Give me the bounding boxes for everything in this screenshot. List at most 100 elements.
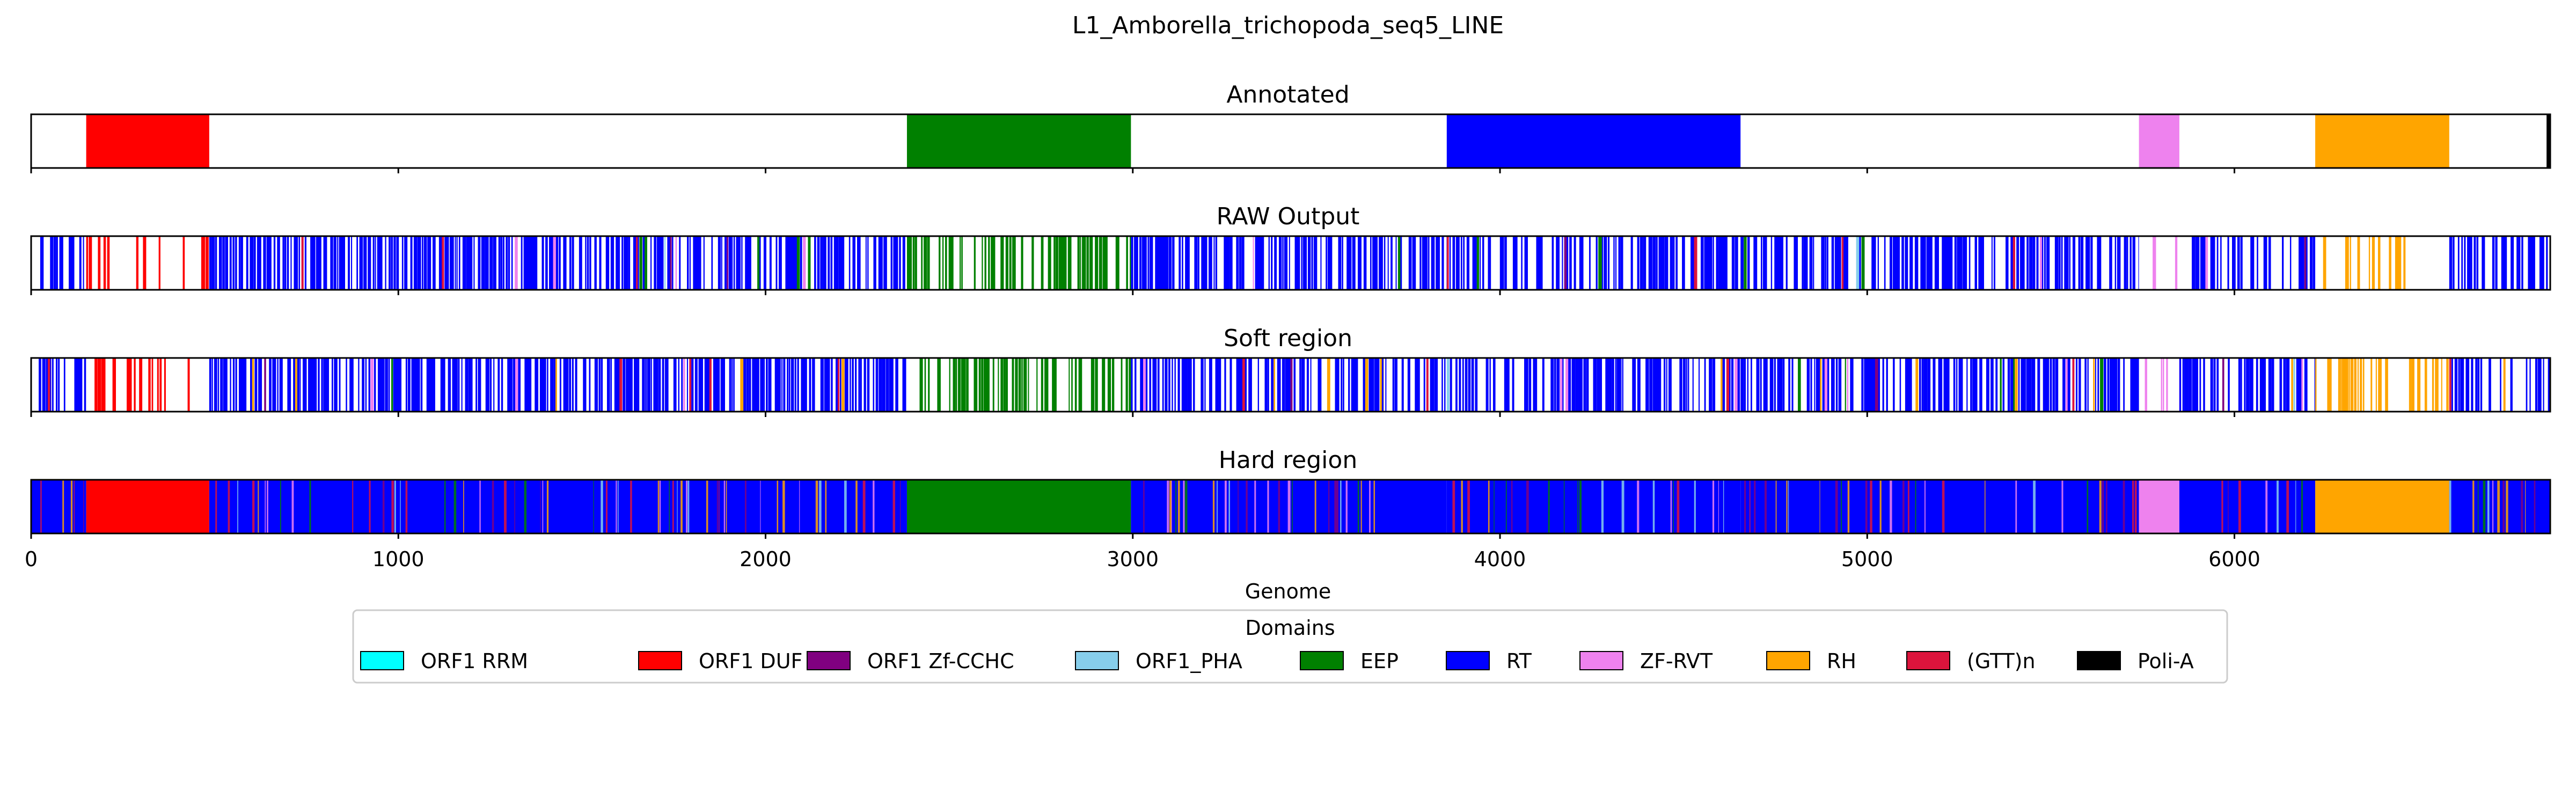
domain-stripe bbox=[1278, 236, 1282, 290]
domain-stripe bbox=[2357, 358, 2359, 412]
domain-stripe bbox=[2109, 358, 2112, 412]
domain-stripe bbox=[759, 236, 761, 290]
domain-stripe bbox=[501, 358, 503, 412]
domain-stripe bbox=[1694, 236, 1697, 290]
domain-stripe bbox=[1816, 358, 1819, 412]
domain-stripe bbox=[2203, 358, 2205, 412]
domain-stripe bbox=[1334, 480, 1337, 533]
domain-stripe bbox=[799, 480, 800, 533]
domain-stripe bbox=[1320, 358, 1322, 412]
domain-stripe bbox=[1948, 358, 1950, 412]
domain-stripe bbox=[1407, 358, 1410, 412]
domain-stripe bbox=[1831, 358, 1835, 412]
domain-stripe bbox=[837, 358, 840, 412]
domain-stripe bbox=[470, 358, 473, 412]
domain-segment bbox=[1446, 114, 1741, 168]
domain-stripe bbox=[295, 358, 298, 412]
domain-stripe bbox=[1185, 236, 1188, 290]
domain-stripe bbox=[2072, 358, 2075, 412]
domain-stripe bbox=[2464, 236, 2466, 290]
domain-segment bbox=[2139, 114, 2179, 168]
domain-stripe bbox=[673, 358, 677, 412]
domain-segment bbox=[906, 480, 1131, 533]
domain-stripe bbox=[70, 480, 73, 533]
domain-stripe bbox=[2213, 358, 2216, 412]
domain-stripe bbox=[1236, 236, 1239, 290]
domain-stripe bbox=[707, 358, 710, 412]
domain-stripe bbox=[830, 236, 833, 290]
domain-stripe bbox=[2253, 236, 2255, 290]
legend-label: RH bbox=[1827, 649, 1856, 673]
domain-stripe bbox=[1450, 358, 1452, 412]
domain-stripe bbox=[1859, 236, 1861, 290]
domain-stripe bbox=[1991, 236, 1993, 290]
domain-stripe bbox=[2543, 358, 2544, 412]
domain-stripe bbox=[1184, 480, 1188, 533]
domain-stripe bbox=[2216, 236, 2219, 290]
domain-stripe bbox=[530, 236, 534, 290]
domain-stripe bbox=[1709, 236, 1713, 290]
domain-stripe bbox=[1015, 358, 1018, 412]
domain-stripe bbox=[1980, 236, 1984, 290]
domain-stripe bbox=[1720, 236, 1722, 290]
domain-stripe bbox=[1165, 358, 1168, 412]
domain-stripe bbox=[865, 236, 867, 290]
domain-stripe bbox=[630, 480, 632, 533]
domain-stripe bbox=[112, 358, 116, 412]
domain-stripe bbox=[2341, 358, 2346, 412]
domain-stripe bbox=[1459, 358, 1461, 412]
domain-stripe bbox=[716, 480, 718, 533]
domain-stripe bbox=[182, 236, 185, 290]
domain-stripe bbox=[1461, 480, 1463, 533]
domain-stripe bbox=[1363, 236, 1367, 290]
domain-stripe bbox=[258, 358, 262, 412]
domain-stripe bbox=[852, 358, 854, 412]
domain-stripe bbox=[518, 358, 521, 412]
domain-stripe bbox=[323, 358, 327, 412]
domain-stripe bbox=[74, 358, 78, 412]
domain-stripe bbox=[1907, 358, 1911, 412]
domain-stripe bbox=[2542, 236, 2544, 290]
domain-stripe bbox=[1416, 358, 1420, 412]
domain-stripe bbox=[638, 358, 640, 412]
domain-stripe bbox=[1972, 358, 1975, 412]
domain-stripe bbox=[1692, 358, 1694, 412]
domain-stripe bbox=[2452, 236, 2455, 290]
domain-segment bbox=[906, 114, 1131, 168]
domain-stripe bbox=[1245, 358, 1247, 412]
domain-stripe bbox=[1274, 358, 1276, 412]
domain-stripe bbox=[1343, 358, 1344, 412]
domain-stripe bbox=[1879, 480, 1882, 533]
domain-stripe bbox=[2188, 358, 2191, 412]
domain-stripe bbox=[2216, 358, 2219, 412]
domain-stripe bbox=[1320, 236, 1322, 290]
domain-stripe bbox=[1694, 480, 1696, 533]
domain-stripe bbox=[2409, 358, 2411, 412]
domain-stripe bbox=[873, 358, 875, 412]
domain-stripe bbox=[787, 358, 789, 412]
domain-stripe bbox=[1756, 358, 1759, 412]
domain-stripe bbox=[39, 358, 41, 412]
x-axis: 0 1000 2000 3000 4000 5000 6000 bbox=[25, 547, 2260, 571]
domain-stripe bbox=[1055, 358, 1057, 412]
domain-stripe bbox=[1021, 358, 1023, 412]
domain-stripe bbox=[2246, 358, 2249, 412]
domain-stripe bbox=[2026, 236, 2029, 290]
domain-stripe bbox=[1102, 236, 1107, 290]
domain-stripe bbox=[2368, 236, 2370, 290]
domain-stripe bbox=[1115, 236, 1119, 290]
domain-stripe bbox=[2007, 358, 2010, 412]
domain-stripe bbox=[796, 236, 800, 290]
domain-stripe bbox=[2340, 358, 2342, 412]
domain-stripe bbox=[1677, 480, 1680, 533]
domain-stripe bbox=[1723, 480, 1724, 533]
domain-stripe bbox=[1152, 358, 1156, 412]
domain-stripe bbox=[1713, 236, 1714, 290]
domain-stripe bbox=[1915, 358, 1919, 412]
domain-stripe bbox=[1246, 480, 1248, 533]
domain-stripe bbox=[225, 236, 228, 290]
domain-stripe bbox=[396, 236, 399, 290]
domain-stripe bbox=[2521, 480, 2523, 533]
domain-stripe bbox=[469, 236, 472, 290]
domain-stripe bbox=[823, 236, 826, 290]
